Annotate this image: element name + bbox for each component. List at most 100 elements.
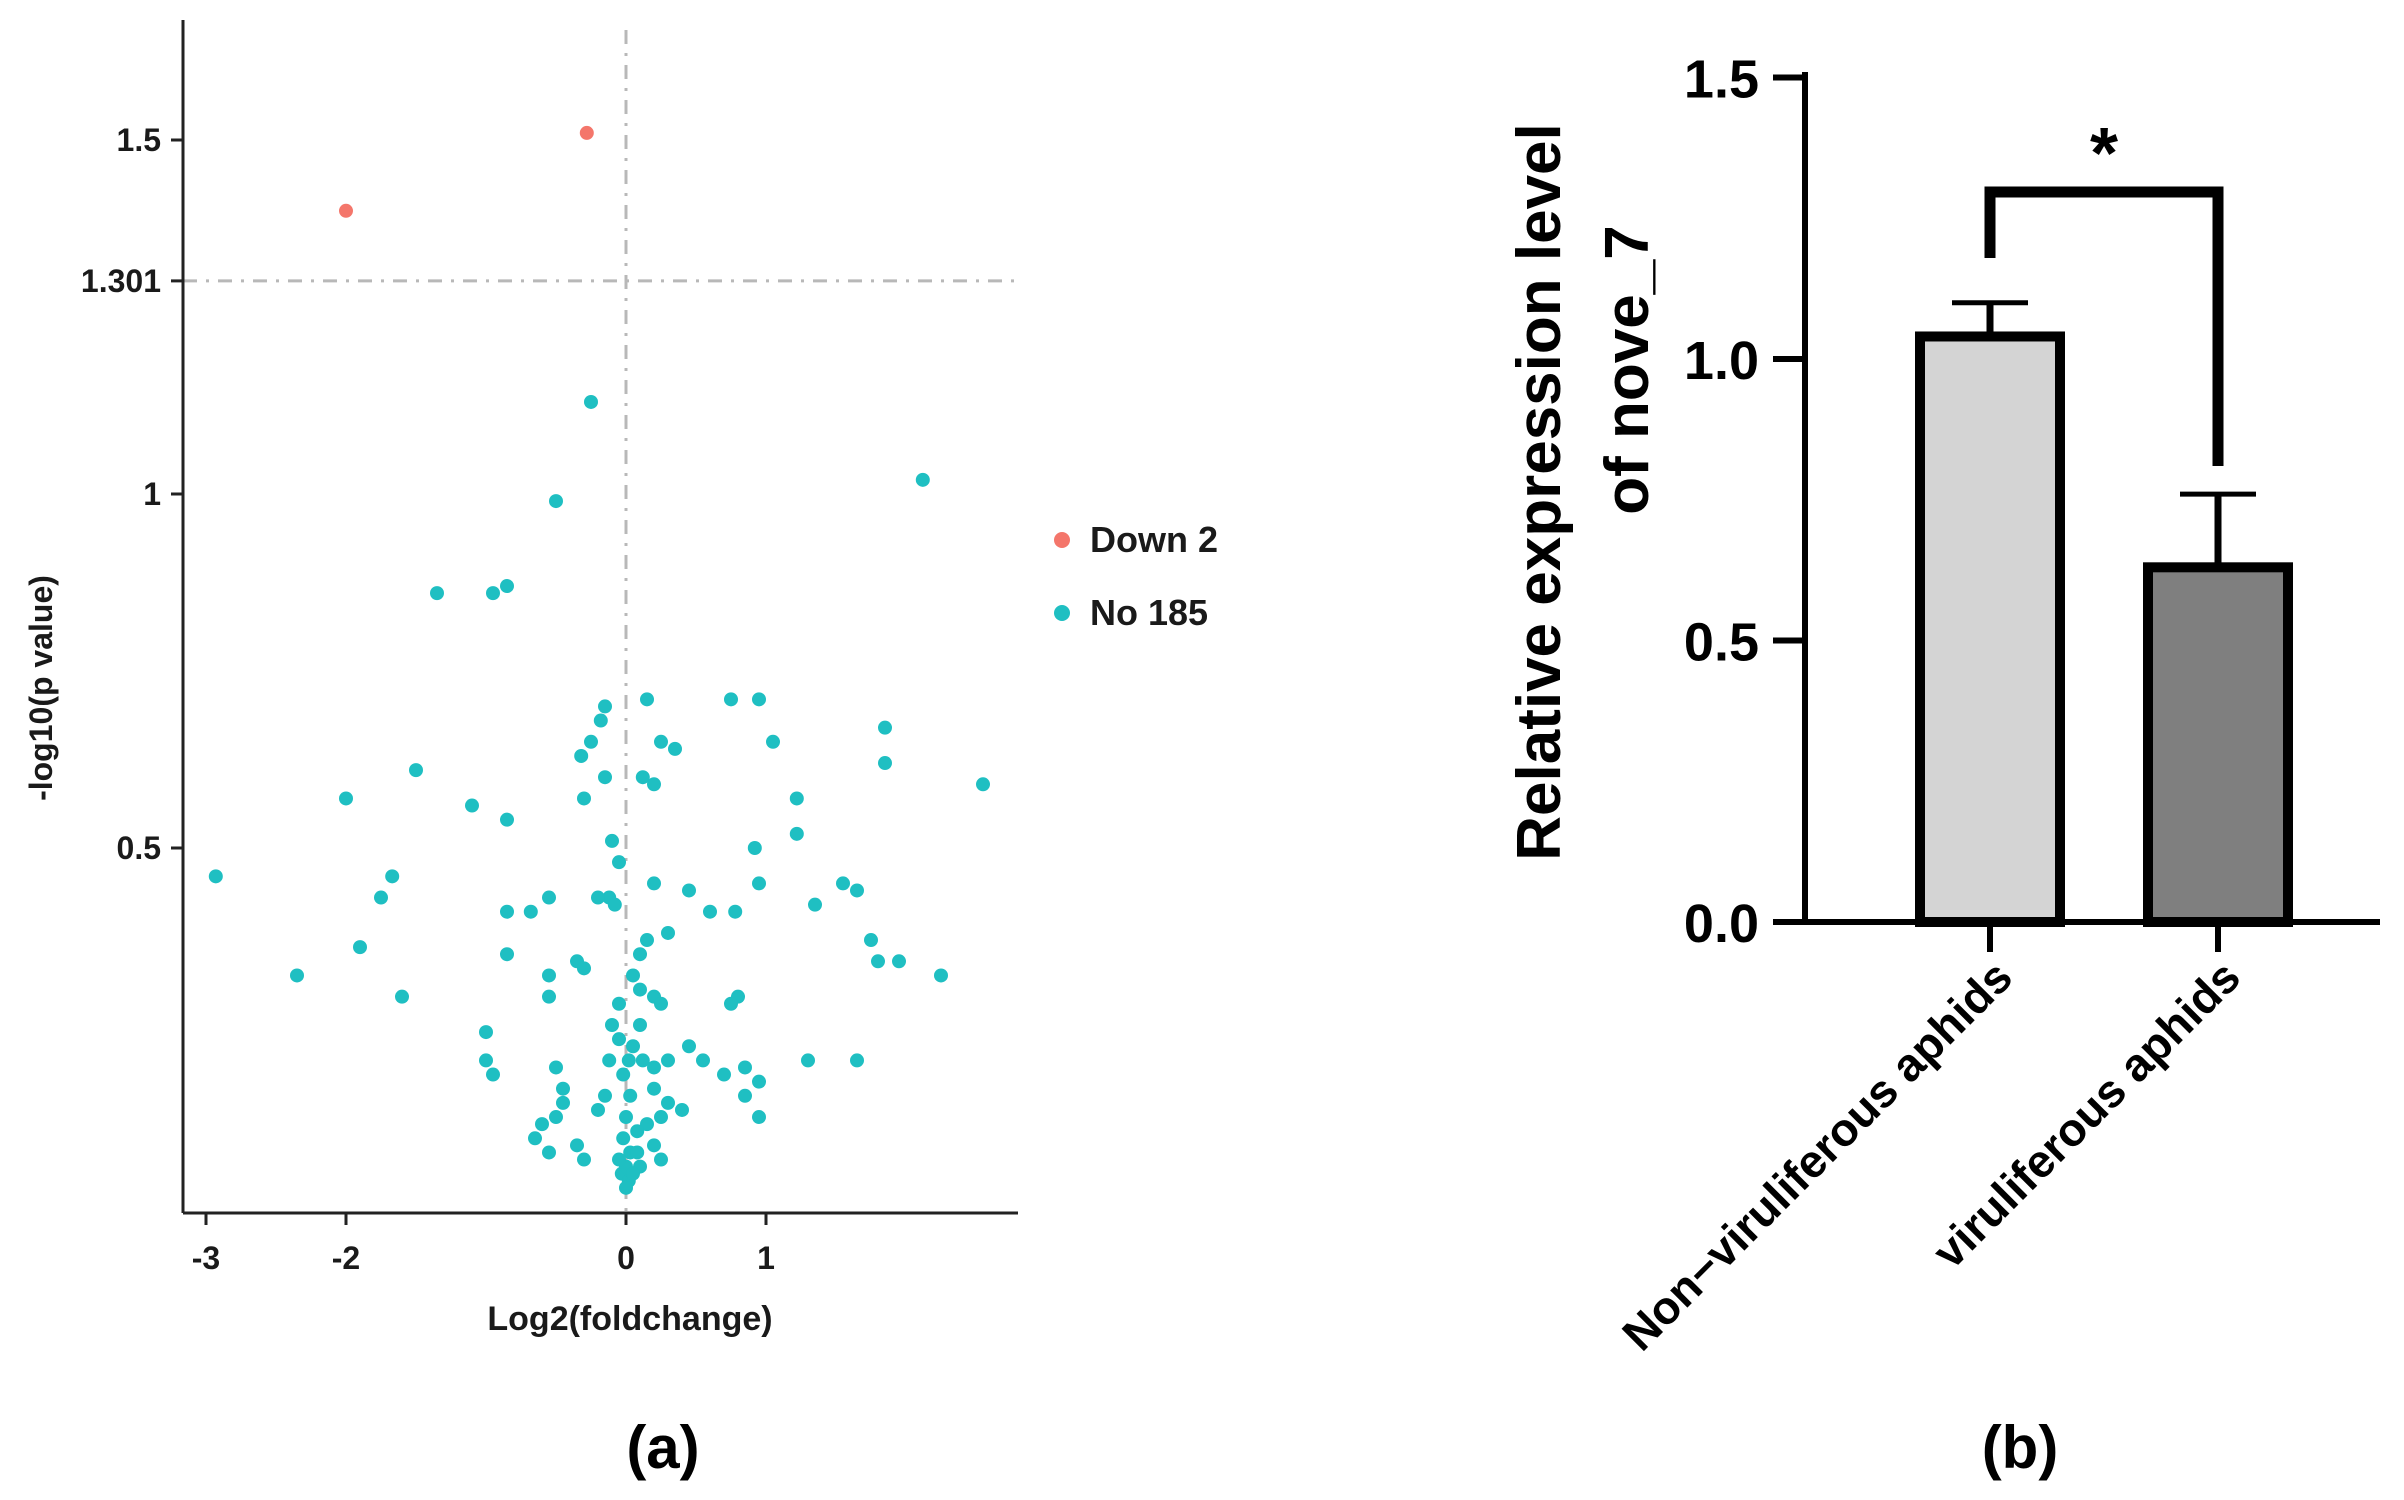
scatter-point-no [598, 1088, 612, 1103]
scatter-point-no [556, 1081, 570, 1096]
scatter-point-no [602, 1053, 617, 1068]
scatter-point-no [728, 904, 743, 919]
significance-bracket-line [1984, 186, 2224, 466]
category-label: Non−viruliferous aphids [1612, 950, 2022, 1360]
scatter-point-no [479, 1025, 493, 1040]
scatter-point-no [633, 1018, 647, 1032]
legend-label-down: Down 2 [1090, 519, 1218, 560]
scatter-point-no [682, 1039, 696, 1054]
scatter-point-no [612, 855, 626, 870]
scatter-point-no [626, 1039, 640, 1054]
scatter-point-no [633, 982, 647, 997]
scatter-point-no [675, 1102, 689, 1117]
scatter-point-no [290, 968, 304, 983]
scatter-point-no [598, 699, 612, 714]
scatter-point-no [647, 777, 661, 792]
scatter-point-no [630, 1145, 645, 1160]
volcano-x-axis-label: Log2(foldchange) [487, 1300, 772, 1338]
scatter-point-no [605, 833, 619, 848]
scatter-point-no [535, 1117, 549, 1132]
scatter-point-no [395, 989, 409, 1004]
scatter-point-no [630, 1124, 645, 1139]
scatter-point-no [668, 741, 682, 756]
bar [2143, 562, 2293, 927]
bar-series [1915, 300, 2293, 928]
scatter-point-no [752, 1110, 766, 1125]
scatter-point-no [612, 1032, 626, 1047]
scatter-point-no [486, 586, 500, 601]
scatter-point-no [486, 1067, 500, 1082]
scatter-point-no [647, 1060, 661, 1075]
scatter-point-no [500, 579, 514, 594]
volcano-y-axis-label: -log10(p value) [23, 575, 59, 801]
scatter-point-no [591, 1102, 605, 1117]
significance-bracket: * [1984, 114, 2224, 466]
scatter-point-no [752, 1074, 766, 1089]
scatter-point-no [850, 883, 864, 898]
volcano-axes [181, 20, 1018, 1215]
scatter-point-no [353, 940, 367, 955]
scatter-point-no [738, 1088, 752, 1103]
scatter-point-no [612, 1152, 626, 1167]
scatter-point-no [542, 890, 556, 905]
scatter-point-no [612, 996, 626, 1011]
scatter-point-no [801, 1053, 815, 1068]
scatter-point-no [878, 720, 892, 735]
scatter-point-no [752, 876, 766, 891]
volcano-points [208, 125, 990, 1195]
scatter-point-no [528, 1131, 542, 1146]
bar-chart: 0.0 0.5 1.0 1.5 Relative expression level o… [1505, 50, 2380, 1481]
scatter-point-no [339, 791, 353, 806]
volcano-ticks: -3 -2 0 1 0.5 1 1.301 1.5 [81, 122, 775, 1276]
panel-label-b: (b) [1982, 1414, 2059, 1481]
scatter-point-no [591, 890, 605, 905]
scatter-point-no [766, 734, 780, 749]
scatter-point-no [647, 876, 661, 891]
scatter-point-no [864, 933, 878, 948]
scatter-point-no [647, 1081, 661, 1096]
scatter-point-no [682, 883, 696, 898]
scatter-point-no [577, 961, 591, 976]
scatter-point-no [616, 1131, 631, 1146]
legend-marker-no [1054, 605, 1070, 621]
scatter-point-no [850, 1053, 864, 1068]
bar-y-axis-label-line-2: of nove_7 [1593, 225, 1662, 514]
scatter-point-no [747, 841, 762, 855]
scatter-point-no [789, 791, 804, 806]
volcano-guides [183, 30, 1018, 1213]
scatter-point-no [577, 1152, 591, 1167]
scatter-point-no [385, 869, 400, 884]
scatter-point-no [789, 826, 804, 841]
scatter-point-no [574, 748, 589, 763]
y-tick-label: 0.5 [1684, 613, 1759, 673]
scatter-point-no [738, 1060, 752, 1075]
scatter-point-no [724, 692, 738, 707]
scatter-point-no [934, 968, 948, 983]
y-tick-label: 0.0 [1684, 894, 1759, 954]
scatter-point-no [584, 734, 598, 749]
scatter-point-no [607, 897, 622, 912]
scatter-point-no [703, 904, 717, 919]
x-tick-label: 1 [757, 1240, 775, 1276]
scatter-point-no [549, 1060, 563, 1075]
scatter-point-no [633, 947, 647, 962]
scatter-point-no [654, 734, 668, 749]
scatter-point-no [696, 1053, 710, 1068]
scatter-point-no [635, 1053, 650, 1068]
scatter-point-no [549, 1110, 563, 1125]
scatter-point-no [623, 1088, 638, 1103]
scatter-point-no [878, 756, 892, 771]
scatter-point-no [836, 876, 850, 891]
significance-marker: * [2090, 114, 2118, 194]
scatter-point-no [752, 692, 766, 707]
scatter-point-no [915, 472, 930, 487]
scatter-point-no [619, 1180, 633, 1195]
scatter-point-no [584, 394, 598, 409]
scatter-point-no [647, 1138, 661, 1153]
scatter-point-down [579, 125, 594, 140]
scatter-point-down [339, 203, 353, 218]
y-tick-label: 0.5 [117, 830, 161, 866]
scatter-point-no [640, 692, 654, 707]
scatter-point-no [654, 1152, 668, 1167]
